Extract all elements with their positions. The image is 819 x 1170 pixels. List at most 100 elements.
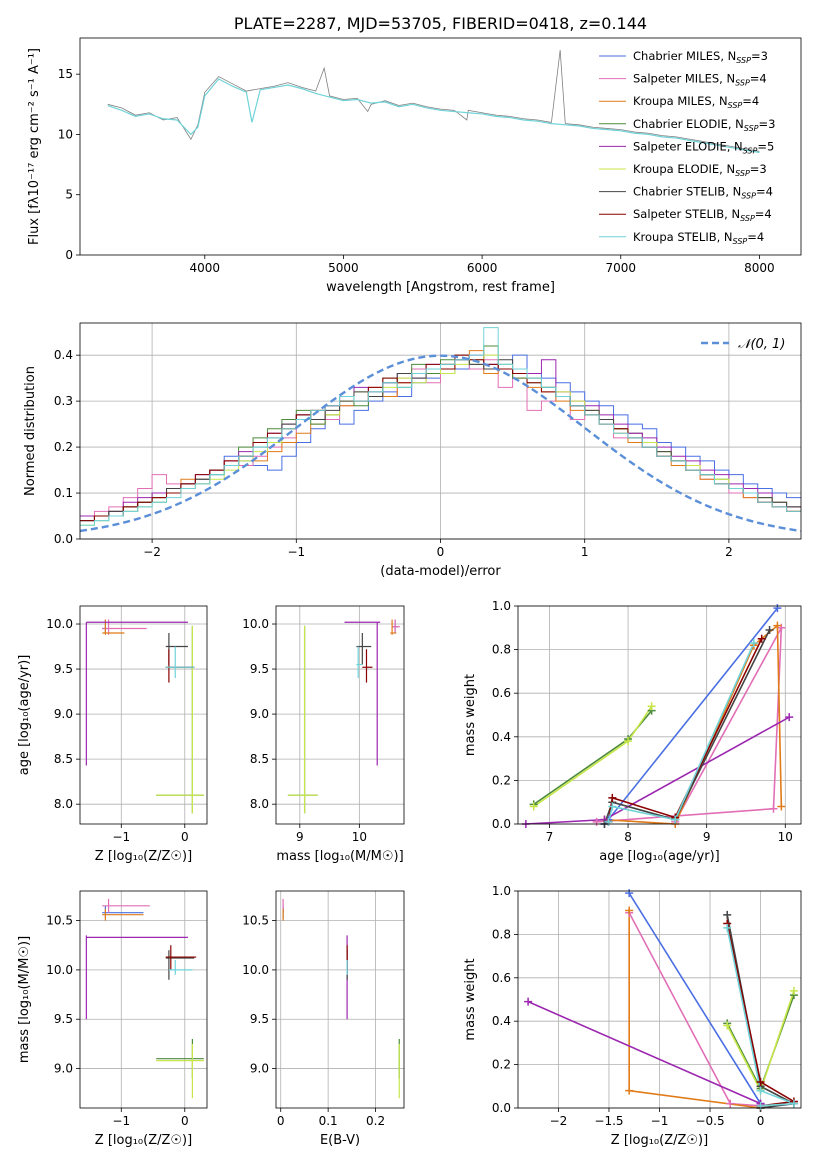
x-tick-label: 9 — [296, 830, 304, 844]
legend-label-subscript: SSP — [735, 79, 750, 88]
legend-label-tail: =4 — [756, 185, 773, 199]
x-axis-label: (data-model)/error — [380, 564, 501, 579]
weight-line-Salpeter STELIB — [726, 923, 797, 1107]
y-axis-label: age [log₁₀(age/yr)] — [17, 655, 32, 776]
y-tick-label: 0.6 — [492, 686, 511, 700]
y-tick-label: 0.8 — [492, 643, 511, 657]
legend-label-subscript: SSP — [728, 101, 743, 110]
y-tick-label: 8.0 — [250, 797, 269, 811]
weight-marker-Kroupa ELODIE — [529, 802, 538, 811]
weight-line-Chabrier STELIB — [603, 629, 771, 824]
legend-label: Salpeter STELIB, NSSP=4 — [633, 207, 772, 223]
weight-line-Kroupa STELIB — [607, 642, 755, 823]
y-axis-label: mass weight — [463, 674, 478, 756]
x-tick-label: 0 — [181, 830, 189, 844]
weight-marker-Kroupa STELIB — [723, 923, 732, 932]
weight-marker-Kroupa STELIB — [608, 802, 617, 811]
legend-label-subscript: SSP — [741, 192, 756, 201]
x-tick-label: 0 — [437, 545, 445, 559]
y-tick-label: 0.8 — [492, 927, 511, 941]
legend-label-tail: =4 — [742, 94, 759, 108]
weight-marker-Kroupa ELODIE — [624, 737, 633, 746]
weight-marker-Kroupa STELIB — [604, 817, 613, 826]
x-axis-label: Z [log₁₀(Z/Z☉)] — [95, 1133, 192, 1148]
axes-frame — [79, 605, 208, 825]
y-tick-label: 5 — [65, 188, 73, 202]
y-tick-label: 0 — [65, 248, 73, 262]
spectrum-line-data — [107, 50, 760, 152]
weight-marker-Salpeter MILES — [769, 804, 778, 813]
weight-marker-Kroupa MILES — [777, 802, 786, 811]
x-tick-label: 0.1 — [319, 1114, 338, 1128]
x-axis-label: wavelength [Angstrom, rest frame] — [326, 280, 555, 295]
x-tick-label: −2 — [143, 545, 161, 559]
chart-title: PLATE=2287, MJD=53705, FIBERID=0418, z=0… — [234, 14, 647, 33]
weight-line-Kroupa STELIB — [726, 927, 795, 1107]
y-tick-label: 9.0 — [54, 707, 73, 721]
weight-marker-Kroupa MILES — [625, 906, 634, 915]
legend-label-tail: =5 — [757, 139, 774, 153]
x-tick-label: 8 — [624, 830, 632, 844]
x-tick-label: −1.5 — [594, 1114, 623, 1128]
x-tick-label: 10 — [352, 830, 367, 844]
spectrum-axes: 4000 5000 6000 7000 8000 0 5 10 15 wavelength [An… — [27, 14, 802, 295]
legend-label: Salpeter ELODIE, NSSP=5 — [633, 139, 774, 155]
weight-marker-Salpeter ELODIE — [785, 713, 794, 722]
legend-label-text: Kroupa MILES, N — [633, 94, 728, 108]
weight-marker-Kroupa ELODIE — [647, 702, 656, 711]
y-tick-label: 0.0 — [492, 1101, 511, 1115]
y-tick-label: 9.5 — [250, 662, 269, 676]
axes-frame — [79, 890, 208, 1109]
x-axis-label: age [log₁₀(age/yr)] — [599, 849, 720, 864]
y-tick-label: 0.6 — [492, 971, 511, 985]
x-axis-label: E(B-V) — [320, 1133, 360, 1148]
legend-label-text: Chabrier MILES, N — [633, 49, 736, 63]
legend-label: Salpeter MILES, NSSP=4 — [633, 72, 767, 88]
normal-curve — [80, 354, 801, 533]
plot-area — [80, 327, 801, 533]
y-tick-label: 10.5 — [242, 914, 269, 928]
weight-marker-Salpeter MILES — [726, 1099, 735, 1108]
x-tick-label: −1 — [112, 1114, 130, 1128]
y-tick-label: 15 — [58, 67, 73, 81]
legend-label-subscript: SSP — [735, 169, 750, 178]
legend-label-subscript: SSP — [733, 237, 748, 246]
legend-label: 𝒩(0, 1) — [738, 337, 785, 352]
mass-vs-metallicity-axes: −1 0 9.0 9.5 10.0 10.5 Z [log₁₀(Z/Z☉)] mass [lo… — [17, 890, 208, 1148]
plot-area — [282, 898, 400, 1099]
legend-label-tail: =3 — [751, 49, 768, 63]
x-tick-label: −1 — [112, 830, 130, 844]
x-tick-label: 4000 — [190, 261, 221, 275]
y-tick-label: 10.0 — [46, 617, 73, 631]
weight-marker-Chabrier STELIB — [765, 625, 774, 634]
x-tick-label: −1 — [651, 1114, 669, 1128]
legend-label-tail: =4 — [750, 72, 767, 86]
y-tick-label: 10 — [58, 127, 73, 141]
legend-label-text: Salpeter STELIB, N — [633, 207, 740, 221]
age-vs-mass-axes: 9 10 8.0 8.5 9.0 9.5 10.0 mass [log₁₀(M/M☉)] — [242, 605, 405, 864]
weight-marker-Salpeter STELIB — [756, 1077, 765, 1086]
plot-area — [85, 898, 204, 1099]
y-tick-label: 8.0 — [54, 797, 73, 811]
x-axis-label: mass [log₁₀(M/M☉)] — [276, 849, 403, 864]
y-tick-label: 9.0 — [250, 1062, 269, 1076]
y-axis-label: mass weight — [463, 958, 478, 1040]
y-tick-label: 0.0 — [54, 532, 73, 546]
x-tick-label: 10 — [778, 830, 793, 844]
legend-label: Chabrier ELODIE, NSSP=3 — [633, 117, 775, 133]
x-tick-label: −2 — [550, 1114, 568, 1128]
x-tick-label: 7000 — [605, 261, 636, 275]
plot-area — [107, 50, 760, 154]
axes-frame — [275, 890, 405, 1109]
weight-marker-Kroupa STELIB — [756, 1086, 765, 1095]
axes-frame — [275, 605, 405, 825]
weight-marker-Chabrier MILES — [773, 604, 782, 613]
x-tick-label: 0 — [277, 1114, 285, 1128]
axes-frame — [517, 605, 802, 825]
y-tick-label: 9.0 — [250, 707, 269, 721]
weight-line-Salpeter ELODIE — [527, 1000, 761, 1105]
y-tick-label: 9.0 — [54, 1062, 73, 1076]
axes-frame — [517, 890, 802, 1109]
x-tick-label: −1 — [287, 545, 305, 559]
weight-marker-Kroupa STELIB — [756, 1101, 765, 1110]
